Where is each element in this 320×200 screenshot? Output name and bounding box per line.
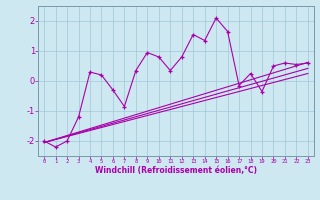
X-axis label: Windchill (Refroidissement éolien,°C): Windchill (Refroidissement éolien,°C): [95, 166, 257, 175]
